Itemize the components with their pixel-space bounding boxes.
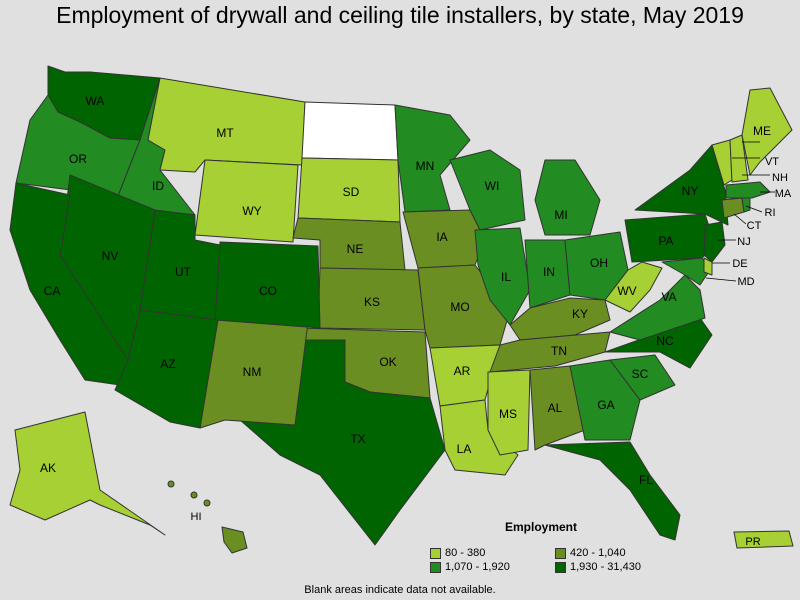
state-WY[interactable] xyxy=(194,159,299,243)
state-VA[interactable] xyxy=(609,274,706,341)
label-WY: WY xyxy=(242,204,261,218)
label-RI: RI xyxy=(765,207,776,219)
label-NM: NM xyxy=(243,365,262,379)
label-MD: MD xyxy=(737,276,754,288)
state-labels: WA OR CA NV ID MT WY UT CO AZ NM SD NE K… xyxy=(40,94,792,548)
footnote: Blank areas indicate data not available. xyxy=(304,584,496,596)
state-CA[interactable] xyxy=(9,182,129,386)
label-SD: SD xyxy=(343,185,360,199)
label-NY: NY xyxy=(682,184,699,198)
legend-item-4: 1,930 - 31,430 xyxy=(555,561,641,573)
state-MI[interactable] xyxy=(534,159,601,236)
label-HI: HI xyxy=(191,511,202,523)
label-VT: VT xyxy=(765,156,779,168)
legend-item-1: 80 - 380 xyxy=(430,547,485,559)
label-OK: OK xyxy=(379,355,396,369)
label-ID: ID xyxy=(152,179,164,193)
label-WA: WA xyxy=(86,94,105,108)
label-MI: MI xyxy=(554,208,567,222)
state-WV[interactable] xyxy=(604,261,663,313)
legend-swatch-4 xyxy=(555,561,566,573)
state-ND[interactable] xyxy=(301,101,399,161)
label-AR: AR xyxy=(454,364,471,378)
label-AK: AK xyxy=(40,461,56,475)
label-NE: NE xyxy=(347,242,364,256)
state-HI-islet xyxy=(190,491,198,499)
label-MN: MN xyxy=(416,159,435,173)
label-ME: ME xyxy=(753,124,771,138)
label-WV: WV xyxy=(617,284,636,298)
label-GA: GA xyxy=(597,398,614,412)
label-KS: KS xyxy=(364,295,380,309)
state-SC[interactable] xyxy=(609,354,676,401)
legend-item-3: 1,070 - 1,920 xyxy=(430,561,510,573)
label-OR: OR xyxy=(69,152,87,166)
label-IA: IA xyxy=(436,230,447,244)
state-DE[interactable] xyxy=(703,257,713,276)
state-GA[interactable] xyxy=(569,359,641,441)
legend-swatch-3 xyxy=(430,561,441,573)
legend-title: Employment xyxy=(505,520,578,534)
label-IN: IN xyxy=(543,265,555,279)
state-NH[interactable] xyxy=(729,134,749,183)
legend-label-3: 1,070 - 1,920 xyxy=(445,561,510,573)
legend-label-4: 1,930 - 31,430 xyxy=(570,561,641,573)
label-MO: MO xyxy=(450,300,469,314)
label-AL: AL xyxy=(548,401,563,415)
label-LA: LA xyxy=(457,442,472,456)
label-MA: MA xyxy=(775,188,792,200)
label-DE: DE xyxy=(732,258,747,270)
label-TN: TN xyxy=(551,344,567,358)
state-LA[interactable] xyxy=(439,399,519,476)
state-MS[interactable] xyxy=(487,369,531,456)
state-RI[interactable] xyxy=(741,197,751,213)
label-UT: UT xyxy=(175,265,192,279)
legend-label-2: 420 - 1,040 xyxy=(570,547,626,559)
state-NY[interactable] xyxy=(634,144,729,226)
legend-item-2: 420 - 1,040 xyxy=(555,547,626,559)
label-NV: NV xyxy=(102,249,119,263)
label-MS: MS xyxy=(499,407,517,421)
state-AZ[interactable] xyxy=(114,309,219,429)
state-CT[interactable] xyxy=(721,197,745,219)
state-WI[interactable] xyxy=(449,149,526,231)
label-CO: CO xyxy=(259,284,277,298)
state-AK[interactable] xyxy=(9,411,166,536)
legend-swatch-1 xyxy=(430,547,441,559)
label-NJ: NJ xyxy=(737,236,750,248)
state-MN[interactable] xyxy=(394,104,471,213)
state-MT[interactable] xyxy=(147,77,306,173)
label-TX: TX xyxy=(350,432,365,446)
label-IL: IL xyxy=(501,270,511,284)
label-KY: KY xyxy=(572,307,588,321)
legend-label-1: 80 - 380 xyxy=(445,547,486,559)
label-PR: PR xyxy=(745,536,760,548)
label-FL: FL xyxy=(639,473,653,487)
label-CT: CT xyxy=(747,220,762,232)
label-SC: SC xyxy=(632,367,649,381)
state-PR[interactable] xyxy=(733,530,794,549)
legend-swatch-2 xyxy=(555,547,566,559)
label-CA: CA xyxy=(44,284,61,298)
state-AL[interactable] xyxy=(529,365,586,451)
label-AZ: AZ xyxy=(160,357,175,371)
state-NJ[interactable] xyxy=(703,221,726,263)
label-WI: WI xyxy=(485,179,500,193)
state-MA[interactable] xyxy=(725,181,771,199)
label-NC: NC xyxy=(656,334,674,348)
label-NH: NH xyxy=(772,172,788,184)
label-VA: VA xyxy=(661,290,676,304)
state-MD[interactable] xyxy=(661,257,711,286)
state-HI-islet xyxy=(203,499,211,507)
state-HI[interactable] xyxy=(221,526,248,554)
label-OH: OH xyxy=(590,256,608,270)
label-MT: MT xyxy=(216,126,234,140)
state-FL[interactable] xyxy=(544,441,681,541)
state-HI-islet xyxy=(167,480,175,488)
map-title: Employment of drywall and ceiling tile i… xyxy=(56,2,744,28)
label-PA: PA xyxy=(658,234,673,248)
